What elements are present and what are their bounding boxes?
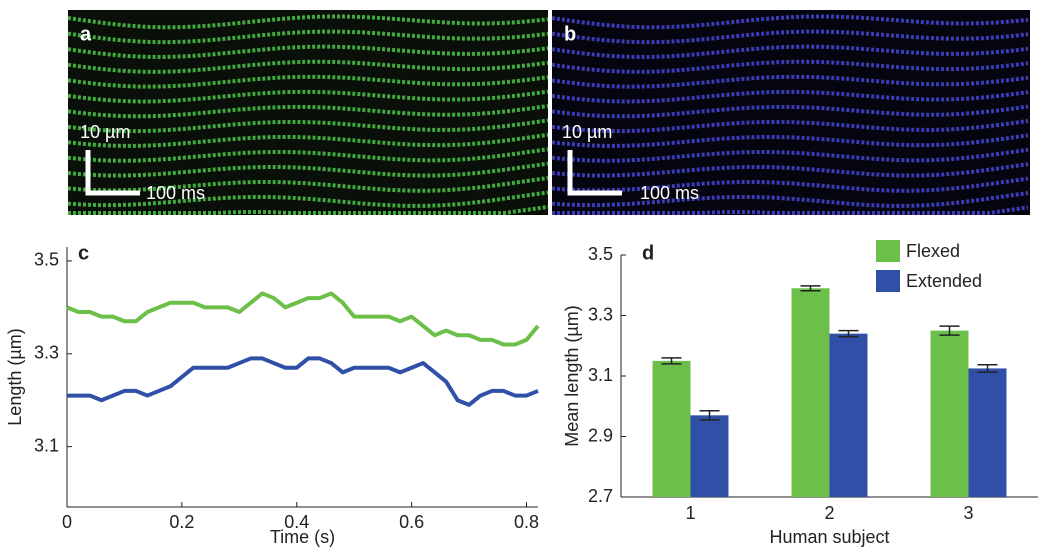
x-tick-label: 0.6 bbox=[399, 512, 424, 532]
stripe bbox=[551, 89, 1029, 104]
stripe bbox=[67, 74, 549, 89]
stripe bbox=[551, 191, 1029, 208]
x-tick-label: 0.8 bbox=[514, 512, 539, 532]
legend-label: Flexed bbox=[906, 241, 960, 261]
x-tick-label: 2 bbox=[824, 503, 834, 523]
panel-label: a bbox=[80, 23, 92, 45]
stripe bbox=[67, 103, 549, 119]
stripe bbox=[67, 147, 549, 163]
y-tick-label: 2.9 bbox=[588, 425, 613, 445]
stripe bbox=[67, 132, 549, 148]
scale-label: 100 ms bbox=[146, 183, 205, 203]
line-series bbox=[66, 291, 540, 347]
stripe bbox=[67, 44, 549, 59]
stripe bbox=[67, 89, 549, 104]
y-tick-label: 3.3 bbox=[34, 343, 59, 363]
scale-bar bbox=[567, 150, 622, 196]
y-tick-label: 3.1 bbox=[588, 365, 613, 385]
bar bbox=[652, 360, 691, 497]
y-tick-label: 3.1 bbox=[34, 435, 59, 455]
line-series bbox=[67, 356, 539, 407]
stripe bbox=[67, 190, 549, 208]
stripe bbox=[552, 205, 1029, 215]
stripe bbox=[551, 14, 1029, 30]
error-bar bbox=[699, 410, 720, 421]
bar bbox=[930, 330, 969, 497]
error-bar bbox=[661, 357, 682, 365]
stripe bbox=[67, 29, 549, 45]
stripe bbox=[67, 118, 549, 134]
error-bar bbox=[939, 325, 960, 336]
x-tick-label: 1 bbox=[685, 503, 695, 523]
y-axis-title: Length (µm) bbox=[5, 328, 25, 425]
scale-label: 10 µm bbox=[80, 122, 130, 142]
stripe bbox=[551, 59, 1029, 74]
error-bar bbox=[800, 285, 821, 292]
x-tick-label: 0.2 bbox=[169, 512, 194, 532]
stripe bbox=[551, 147, 1029, 163]
y-tick-label: 3.5 bbox=[34, 250, 59, 270]
stripe bbox=[551, 29, 1029, 45]
x-tick-label: 0 bbox=[62, 512, 72, 532]
panel-label: d bbox=[642, 242, 654, 264]
scale-label: 100 ms bbox=[640, 183, 699, 203]
error-bar bbox=[977, 364, 998, 373]
legend-label: Extended bbox=[906, 271, 982, 291]
stripe bbox=[551, 176, 1029, 193]
y-tick-label: 2.7 bbox=[588, 486, 613, 506]
panel-label: c bbox=[78, 242, 89, 264]
stripe bbox=[67, 161, 549, 178]
stripe bbox=[551, 118, 1029, 134]
error-bar bbox=[838, 329, 859, 338]
x-tick-label: 0.4 bbox=[284, 512, 309, 532]
image-texture bbox=[67, 14, 1029, 215]
y-axis-title: Mean length (µm) bbox=[562, 305, 582, 446]
bar bbox=[791, 288, 830, 497]
x-axis-title: Human subject bbox=[769, 527, 889, 547]
bar bbox=[690, 415, 729, 497]
legend-swatch bbox=[876, 270, 900, 292]
stripe bbox=[551, 74, 1029, 89]
legend-swatch bbox=[876, 240, 900, 262]
image-b bbox=[552, 10, 1030, 215]
scale-label: 10 µm bbox=[562, 122, 612, 142]
x-tick-label: 3 bbox=[963, 503, 973, 523]
stripe bbox=[67, 14, 549, 30]
scale-bar bbox=[85, 150, 140, 196]
stripe bbox=[551, 133, 1029, 148]
stripe bbox=[67, 59, 549, 74]
stripe bbox=[67, 176, 549, 193]
bar bbox=[968, 368, 1007, 497]
stripe bbox=[551, 104, 1029, 119]
y-tick-label: 3.5 bbox=[588, 244, 613, 264]
y-tick-label: 3.3 bbox=[588, 304, 613, 324]
stripe bbox=[551, 44, 1029, 59]
panel-label: b bbox=[564, 23, 576, 45]
stripe bbox=[68, 204, 549, 215]
bar bbox=[829, 333, 868, 497]
x-axis-title: Time (s) bbox=[270, 527, 335, 547]
stripe bbox=[551, 162, 1029, 178]
